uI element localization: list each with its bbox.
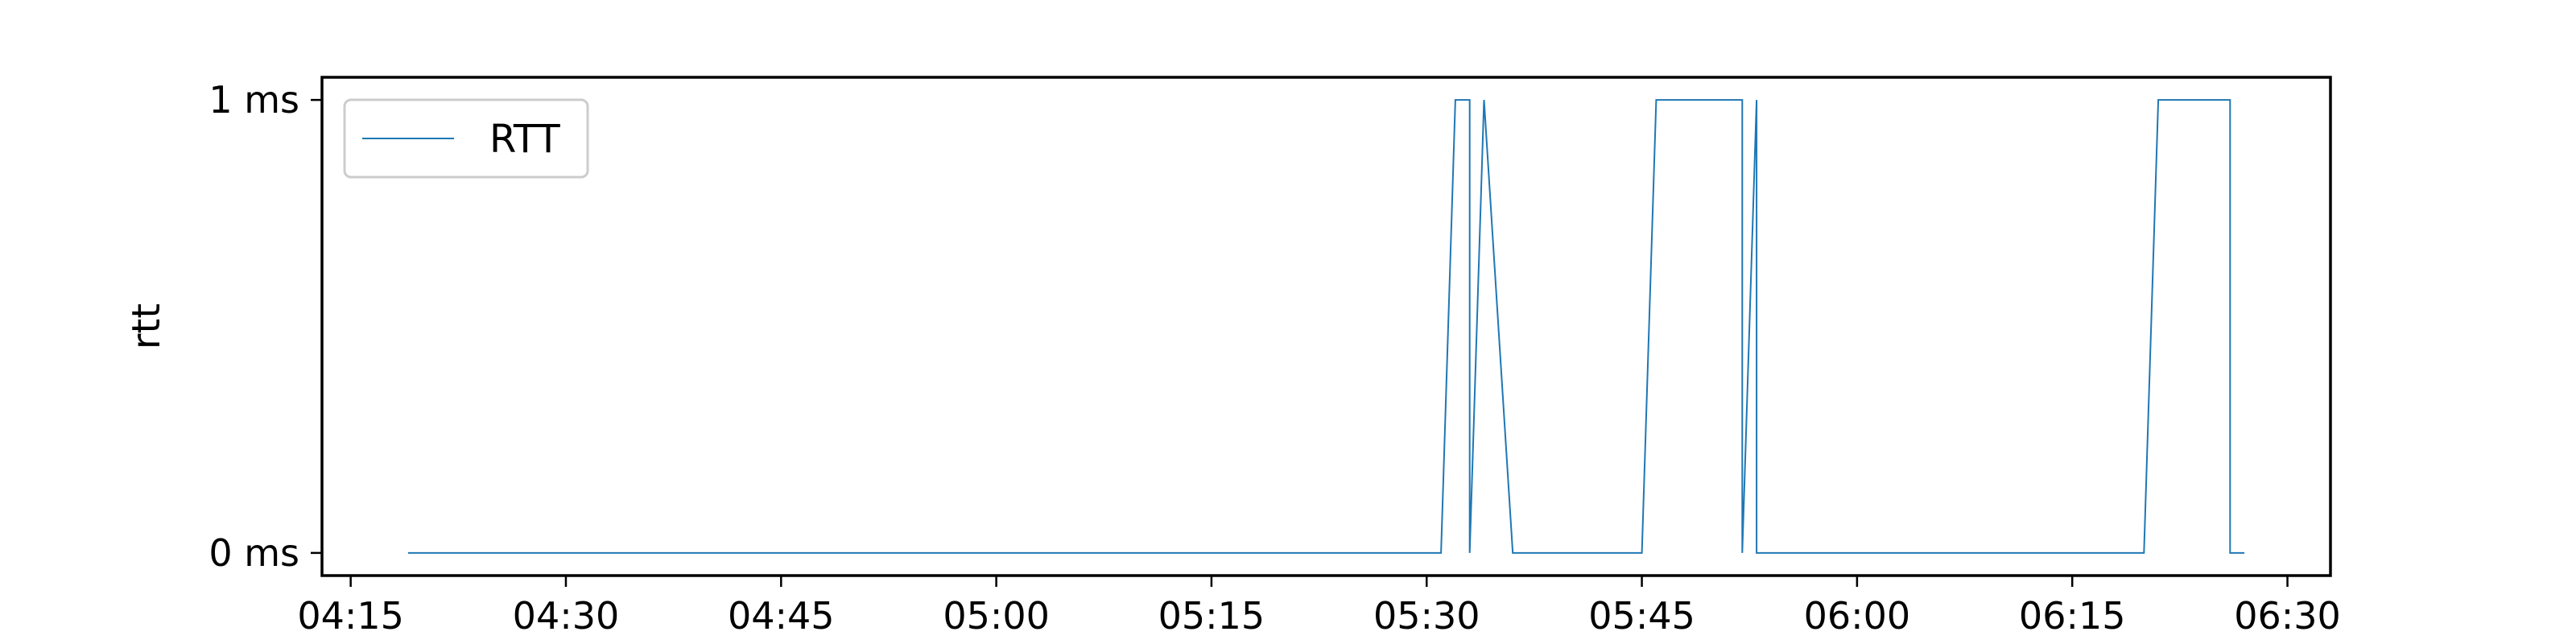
x-tick-label: 04:45: [728, 594, 835, 638]
x-tick-label: 06:00: [1804, 594, 1911, 638]
x-tick-label: 04:30: [513, 594, 620, 638]
y-axis: 0 ms 1 ms: [208, 78, 322, 575]
legend-box: [343, 98, 589, 179]
series-line-rtt: [407, 99, 2245, 554]
plot-area: [320, 76, 2332, 577]
y-axis-label: rtt: [124, 303, 169, 349]
x-tick-label: 05:00: [943, 594, 1050, 638]
x-tick-label: 05:30: [1373, 594, 1480, 638]
x-tick-label: 05:15: [1158, 594, 1265, 638]
legend-label-rtt: RTT: [489, 117, 560, 162]
x-tick-label: 06:15: [2019, 594, 2126, 638]
y-tick-label: 0 ms: [208, 531, 299, 575]
legend: RTT: [343, 98, 589, 179]
chart-marks: [407, 99, 2245, 554]
x-tick-label: 06:30: [2234, 594, 2341, 638]
x-tick-label: 04:15: [297, 594, 404, 638]
y-tick-label: 1 ms: [208, 78, 299, 122]
x-tick-label: 05:45: [1588, 594, 1695, 638]
x-axis: 04:15 04:30 04:45 05:00 05:15 05:30 05:45 06:00…: [297, 576, 2341, 638]
